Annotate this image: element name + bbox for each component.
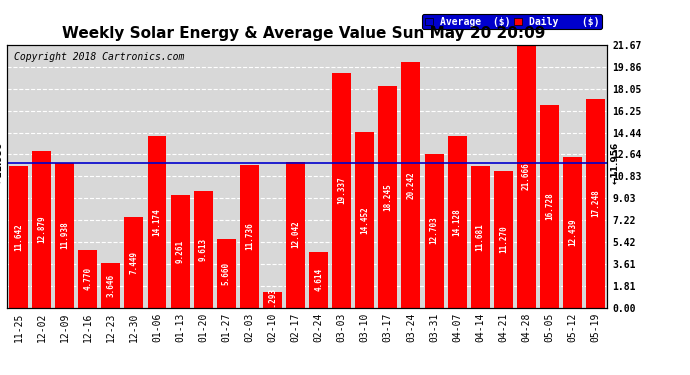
Bar: [170, 195, 190, 308]
Bar: [55, 163, 74, 308]
Text: 11.642: 11.642: [14, 223, 23, 251]
Bar: [494, 171, 513, 308]
Bar: [540, 105, 559, 308]
Bar: [101, 263, 120, 308]
Bar: [332, 73, 351, 308]
Text: 11.681: 11.681: [475, 223, 484, 251]
Bar: [355, 132, 374, 308]
Bar: [32, 152, 51, 308]
Text: 3.646: 3.646: [106, 274, 115, 297]
Bar: [124, 217, 144, 308]
Text: ←11.956: ←11.956: [0, 141, 3, 184]
Text: 21.666: 21.666: [522, 162, 531, 190]
Text: 12.439: 12.439: [568, 218, 577, 246]
Bar: [217, 239, 236, 308]
Bar: [402, 62, 420, 308]
Text: ←11.956: ←11.956: [611, 141, 620, 184]
Bar: [286, 162, 305, 308]
Text: 11.736: 11.736: [245, 222, 254, 250]
Bar: [563, 157, 582, 308]
Text: 14.128: 14.128: [453, 208, 462, 236]
Bar: [517, 45, 536, 308]
Bar: [448, 136, 466, 308]
Bar: [194, 191, 213, 308]
Bar: [424, 154, 444, 308]
Text: 11.270: 11.270: [499, 225, 508, 253]
Text: 14.452: 14.452: [360, 206, 369, 234]
Bar: [378, 87, 397, 308]
Text: 7.449: 7.449: [130, 251, 139, 274]
Bar: [586, 99, 605, 308]
Text: 18.245: 18.245: [384, 183, 393, 211]
Text: 9.613: 9.613: [199, 238, 208, 261]
Text: 1.293: 1.293: [268, 288, 277, 311]
Text: 12.042: 12.042: [291, 221, 300, 249]
Bar: [148, 136, 166, 308]
Text: 5.660: 5.660: [221, 262, 230, 285]
Bar: [78, 250, 97, 308]
Text: 19.337: 19.337: [337, 177, 346, 204]
Text: 14.174: 14.174: [152, 208, 161, 236]
Text: Copyright 2018 Cartronics.com: Copyright 2018 Cartronics.com: [14, 53, 184, 63]
Bar: [471, 166, 490, 308]
Text: 20.242: 20.242: [406, 171, 415, 199]
Text: 12.703: 12.703: [430, 217, 439, 244]
Text: 4.770: 4.770: [83, 267, 92, 290]
Text: 12.879: 12.879: [37, 216, 46, 243]
Text: 11.938: 11.938: [60, 221, 69, 249]
Text: 9.261: 9.261: [175, 240, 184, 263]
Text: 4.614: 4.614: [314, 268, 323, 291]
Bar: [263, 292, 282, 308]
Bar: [309, 252, 328, 308]
Bar: [9, 166, 28, 308]
Text: Weekly Solar Energy & Average Value Sun May 20 20:09: Weekly Solar Energy & Average Value Sun …: [62, 26, 545, 41]
Legend: Average  ($), Daily    ($): Average ($), Daily ($): [422, 14, 602, 29]
Text: 16.728: 16.728: [545, 192, 554, 220]
Bar: [240, 165, 259, 308]
Text: 17.248: 17.248: [591, 189, 600, 217]
